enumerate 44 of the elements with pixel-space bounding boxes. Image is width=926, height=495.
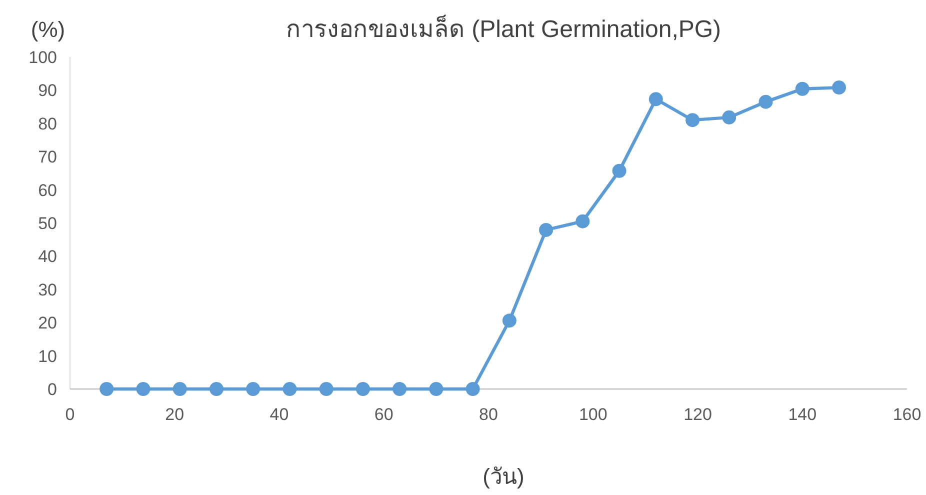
- xtick: 0: [65, 405, 75, 424]
- ytick: 100: [28, 48, 57, 67]
- ytick: 30: [38, 280, 57, 300]
- point: [136, 382, 150, 396]
- point: [282, 382, 297, 396]
- xtick: 80: [479, 405, 498, 424]
- ytick: 60: [38, 180, 57, 200]
- point: [356, 382, 370, 396]
- point: [612, 164, 626, 178]
- point: [539, 222, 554, 237]
- point: [209, 382, 224, 396]
- point: [795, 82, 810, 96]
- xtick: 20: [165, 405, 184, 424]
- point: [246, 382, 260, 396]
- xtick: 120: [684, 405, 712, 424]
- point: [832, 80, 846, 95]
- ytick: 70: [38, 148, 57, 167]
- xtick: 40: [270, 405, 289, 424]
- ytick: 10: [38, 346, 57, 366]
- xtick: 160: [892, 405, 922, 424]
- ylabel: (%): [30, 17, 66, 42]
- point: [758, 94, 773, 109]
- xtick: 60: [374, 405, 394, 424]
- ytick: 50: [38, 214, 57, 233]
- title: การงอกของเมล็ด (Plant Germination,PG): [286, 16, 722, 43]
- point: [648, 92, 663, 106]
- xtick: 140: [788, 405, 817, 424]
- ytick: 80: [38, 114, 57, 134]
- ytick: 90: [38, 81, 57, 100]
- point: [100, 382, 114, 396]
- xtick: 100: [578, 405, 608, 424]
- ytick: 40: [38, 247, 57, 266]
- point: [466, 382, 480, 396]
- ytick: 20: [38, 314, 57, 333]
- ytick: 0: [48, 380, 57, 399]
- point: [576, 214, 590, 228]
- point: [172, 382, 187, 396]
- point: [392, 382, 407, 396]
- xlabel: (วัน): [482, 464, 524, 489]
- point: [722, 110, 736, 124]
- point: [686, 113, 700, 128]
- point: [502, 314, 516, 328]
- point: [319, 382, 334, 396]
- point: [429, 382, 444, 396]
